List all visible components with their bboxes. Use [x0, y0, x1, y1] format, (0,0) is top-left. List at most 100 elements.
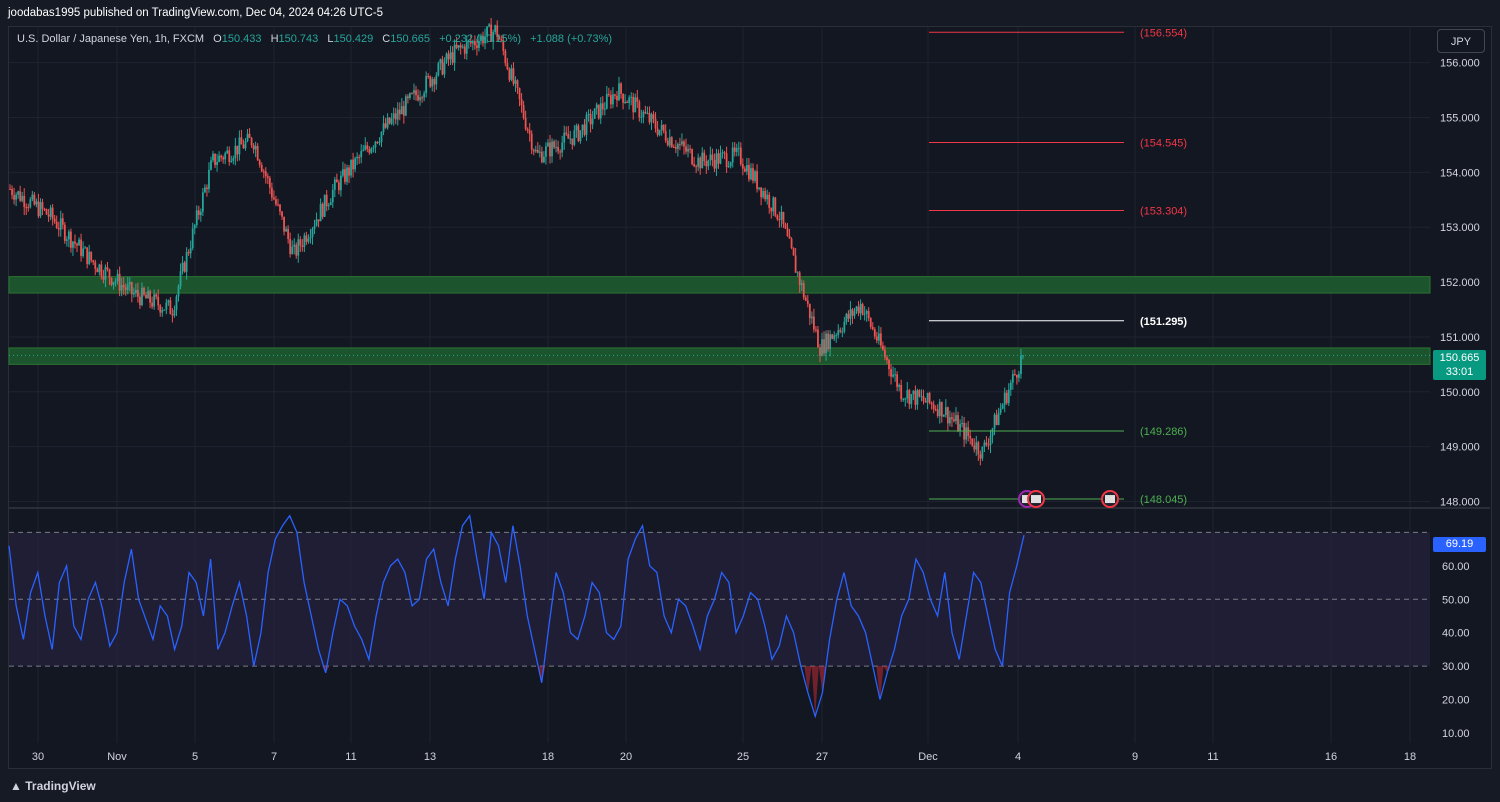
candle-body-386: [792, 247, 795, 256]
publisher-text: joodabas1995 published on TradingView.co…: [8, 7, 384, 19]
candle-body-241: [498, 36, 501, 40]
candle-body-21: [51, 207, 54, 219]
candle-body-484: [991, 428, 994, 436]
rsi-tick-2: 40.00: [1442, 628, 1470, 640]
candle-body-196: [406, 96, 409, 98]
candle-body-164: [342, 169, 344, 176]
candle-body-145: [303, 235, 306, 247]
time-tick-4: 11: [345, 751, 356, 763]
time-tick-2: 5: [192, 751, 198, 763]
candle-body-217: [449, 52, 452, 60]
candle-body-126: [264, 171, 267, 177]
candle-body-496: [1015, 375, 1018, 378]
candle-body-337: [693, 164, 696, 167]
candle-body-258: [532, 149, 535, 152]
candle-body-320: [658, 129, 661, 135]
candle-body-22: [53, 218, 56, 222]
candle-body-207: [429, 76, 432, 87]
candle-body-134: [281, 211, 283, 217]
candle-body-132: [277, 204, 279, 206]
candle-body-307: [632, 96, 635, 113]
candle-body-422: [865, 311, 868, 314]
candle-body-265: [547, 142, 549, 147]
candle-body-210: [435, 75, 438, 85]
candle-body-380: [780, 211, 783, 220]
candle-body-120: [252, 145, 255, 150]
currency-button[interactable]: JPY: [1437, 29, 1485, 53]
candle-body-143: [299, 239, 302, 246]
candle-body-278: [573, 130, 576, 145]
time-tick-7: 20: [620, 751, 632, 763]
candle-body-382: [784, 224, 787, 229]
candle-body-304: [626, 101, 629, 103]
rsi-tick-1: 50.00: [1442, 594, 1470, 606]
candle-body-133: [279, 204, 281, 212]
candle-body-454: [930, 402, 933, 405]
candle-body-103: [218, 155, 221, 162]
candle-body-100: [212, 153, 214, 161]
candle-body-485: [993, 414, 996, 429]
tradingview-logo[interactable]: ▲ TradingView: [10, 779, 96, 793]
candle-body-445: [912, 390, 915, 395]
candle-body-96: [203, 187, 206, 193]
time-tick-11: 4: [1015, 751, 1021, 763]
candle-body-267: [551, 141, 553, 157]
candle-body-399: [819, 347, 821, 356]
candle-body-56: [122, 285, 125, 288]
candle-body-168: [350, 159, 352, 176]
candle-body-356: [731, 147, 734, 163]
candle-body-232: [480, 35, 482, 41]
candle-body-90: [191, 228, 194, 249]
candle-body-365: [750, 168, 752, 180]
candle-body-353: [725, 153, 728, 167]
candle-body-109: [230, 160, 233, 162]
candle-body-272: [561, 142, 564, 153]
candle-body-498: [1020, 356, 1022, 375]
event-flag-stripe-1: [1031, 495, 1041, 504]
candle-body-311: [640, 116, 643, 118]
candle-body-208: [431, 79, 434, 87]
candle-body-63: [137, 289, 139, 297]
candle-body-324: [666, 140, 669, 146]
candle-body-186: [386, 117, 389, 128]
candle-body-80: [171, 314, 174, 316]
candle-body-276: [569, 138, 572, 140]
candle-body-434: [890, 369, 892, 377]
candle-body-481: [985, 442, 988, 445]
candle-body-463: [949, 417, 951, 424]
events: [1018, 490, 1119, 509]
candle-body-459: [940, 401, 943, 417]
candle-body-432: [886, 357, 888, 360]
time-tick-8: 25: [737, 751, 749, 763]
candle-body-240: [496, 25, 499, 37]
candle-body-431: [884, 349, 886, 358]
candle-body-313: [644, 111, 647, 114]
candle-body-336: [691, 149, 693, 165]
candle-body-45: [100, 264, 103, 277]
candle-body-7: [23, 195, 26, 208]
candle-body-37: [84, 247, 87, 249]
tradingview-logo-icon: ▲: [10, 779, 22, 793]
candle-body-239: [494, 25, 497, 32]
candle-body-359: [737, 147, 740, 149]
candle-body-497: [1018, 374, 1020, 378]
candle-body-136: [285, 228, 287, 232]
candle-body-61: [132, 292, 135, 295]
candle-body-348: [715, 153, 718, 169]
time-tick-14: 16: [1325, 751, 1337, 763]
candle-body-163: [340, 175, 342, 191]
candle-body-262: [540, 151, 543, 163]
candle-body-478: [979, 454, 982, 459]
time-tick-10: Dec: [918, 751, 938, 763]
candle-body-444: [910, 394, 913, 405]
candle-body-188: [390, 118, 393, 124]
candle-body-370: [760, 187, 763, 198]
candle-body-446: [914, 390, 917, 405]
candle-body-11: [31, 194, 34, 200]
time-tick-6: 18: [542, 751, 554, 763]
candle-body-51: [112, 282, 115, 285]
candle-body-27: [63, 224, 66, 241]
candle-body-211: [437, 63, 440, 76]
candle-body-440: [902, 399, 905, 401]
